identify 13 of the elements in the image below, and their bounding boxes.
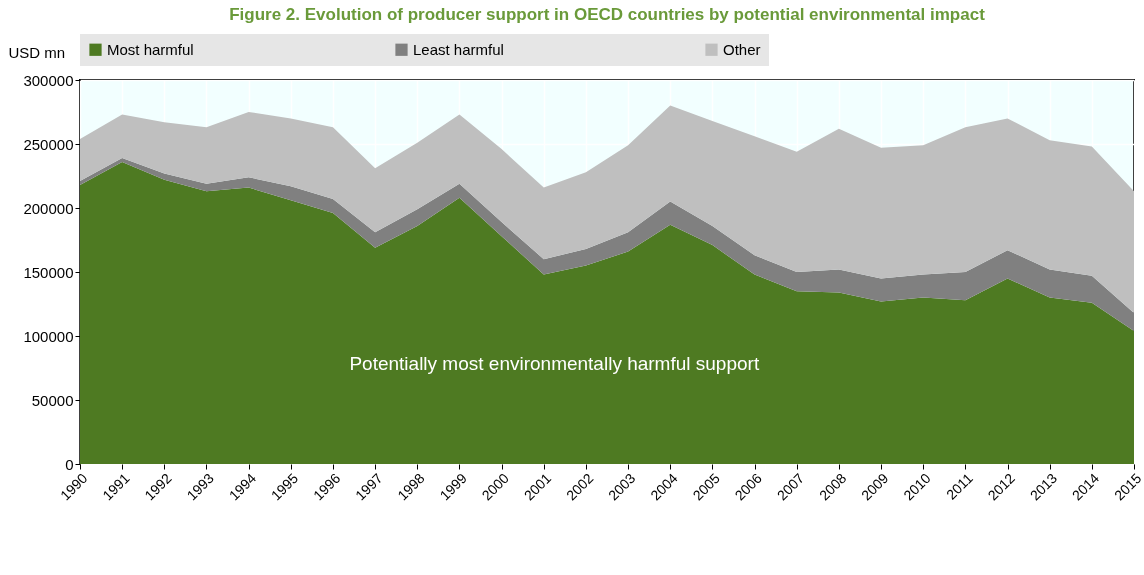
y-tick-label: 50000 (31, 391, 74, 409)
legend-label: Other (723, 40, 761, 58)
y-tick-label: 100000 (23, 327, 74, 345)
y-tick-label: 300000 (23, 71, 74, 89)
y-tick-label: 200000 (23, 199, 74, 217)
annotation: Potentially most environmentally harmful support (349, 353, 760, 375)
y-tick-label: 250000 (23, 135, 74, 153)
legend-label: Least harmful (413, 40, 504, 58)
y-tick-label: 150000 (23, 263, 74, 281)
y-tick-label: 0 (65, 455, 74, 473)
legend-label: Most harmful (107, 40, 194, 58)
y-axis-title: USD mn (8, 43, 66, 61)
chart-title: Figure 2. Evolution of producer support in OECD countries by potential environmental impact (229, 5, 986, 24)
